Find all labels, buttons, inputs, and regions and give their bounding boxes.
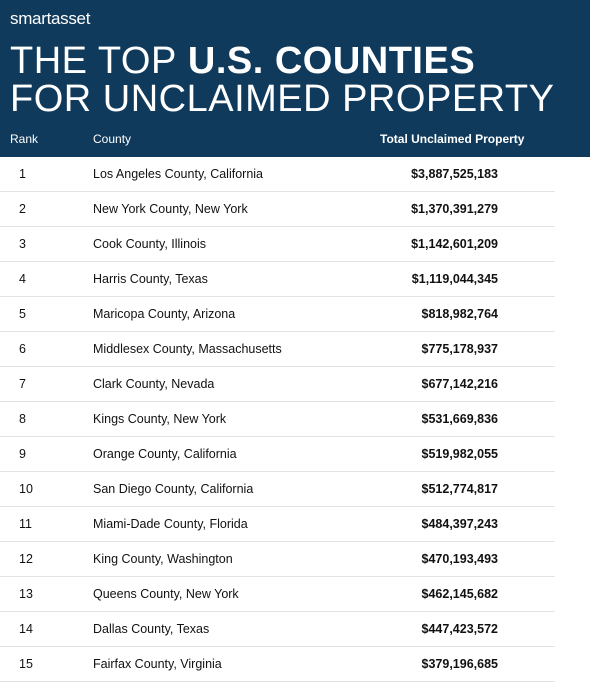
county: Queens County, New York — [93, 587, 239, 601]
amount: $775,178,937 — [421, 342, 498, 356]
table-row: 13 Queens County, New York $462,145,682 — [0, 577, 555, 612]
title-line2: FOR UNCLAIMED PROPERTY — [10, 78, 555, 120]
county: Maricopa County, Arizona — [93, 307, 236, 321]
county: Middlesex County, Massachusetts — [93, 342, 282, 356]
header: smartasset THE TOP U.S. COUNTIES FOR UNC… — [0, 0, 590, 157]
amount: $677,142,216 — [421, 377, 498, 391]
county: Los Angeles County, California — [93, 167, 264, 181]
rank: 13 — [19, 587, 33, 601]
table-row: 3 Cook County, Illinois $1,142,601,209 — [0, 227, 555, 262]
county: Fairfax County, Virginia — [93, 657, 222, 671]
rank: 12 — [19, 552, 33, 566]
county: Miami-Dade County, Florida — [93, 517, 248, 531]
amount: $519,982,055 — [421, 447, 498, 461]
county: Cook County, Illinois — [93, 237, 207, 251]
title-bold: U.S. COUNTIES — [187, 40, 476, 82]
rank: 8 — [19, 412, 26, 426]
amount: $1,370,391,279 — [411, 202, 498, 216]
amount: $1,142,601,209 — [411, 237, 498, 251]
table-row: 12 King County, Washington $470,193,493 — [0, 542, 555, 577]
table-row: 15 Fairfax County, Virginia $379,196,685 — [0, 647, 555, 682]
amount: $1,119,044,345 — [411, 272, 498, 286]
county: Clark County, Nevada — [93, 377, 215, 391]
table-row: 4 Harris County, Texas $1,119,044,345 — [0, 262, 555, 297]
title: THE TOP U.S. COUNTIES — [10, 40, 475, 83]
county: Kings County, New York — [93, 412, 227, 426]
amount: $484,397,243 — [421, 517, 498, 531]
amount: $3,887,525,183 — [411, 167, 498, 181]
column-header: Total Unclaimed Property — [380, 132, 525, 146]
amount: $462,145,682 — [421, 587, 498, 601]
table-row: 7 Clark County, Nevada $677,142,216 — [0, 367, 555, 402]
county: Orange County, California — [93, 447, 237, 461]
logo: smartasset — [10, 9, 91, 28]
county: King County, Washington — [93, 552, 233, 566]
rank: 14 — [19, 622, 33, 636]
rank: 7 — [19, 377, 26, 391]
amount: $818,982,764 — [421, 307, 498, 321]
county: Harris County, Texas — [93, 272, 208, 286]
amount: $447,423,572 — [421, 622, 498, 636]
amount: $531,669,836 — [421, 412, 498, 426]
rank: 5 — [19, 307, 26, 321]
table-row: 2 New York County, New York $1,370,391,279 — [0, 192, 555, 227]
table-row: 6 Middlesex County, Massachusetts $775,178… — [0, 332, 555, 367]
column-header: County — [93, 132, 132, 146]
table-row: 5 Maricopa County, Arizona $818,982,764 — [0, 297, 555, 332]
amount: $379,196,685 — [421, 657, 498, 671]
rank: 11 — [19, 517, 32, 531]
rank: 4 — [19, 272, 26, 286]
county: New York County, New York — [93, 202, 248, 216]
table-row: 8 Kings County, New York $531,669,836 — [0, 402, 555, 437]
county: San Diego County, California — [93, 482, 254, 496]
rank: 15 — [19, 657, 33, 671]
rank: 2 — [19, 202, 26, 216]
table-row: 9 Orange County, California $519,982,055 — [0, 437, 555, 472]
rank: 6 — [19, 342, 26, 356]
title-light: THE TOP — [10, 40, 177, 82]
rank: 9 — [19, 447, 26, 461]
amount: $470,193,493 — [421, 552, 498, 566]
table-row: 10 San Diego County, California $512,774,8… — [0, 472, 555, 507]
table-row: 1 Los Angeles County, California $3,887,52… — [0, 157, 555, 192]
column-header: Rank — [10, 132, 39, 146]
table-row: 14 Dallas County, Texas $447,423,572 — [0, 612, 555, 647]
rank: 10 — [19, 482, 33, 496]
rank: 3 — [19, 237, 26, 251]
county: Dallas County, Texas — [93, 622, 210, 636]
table-row: 11 Miami-Dade County, Florida $484,397,243 — [0, 507, 555, 542]
rank: 1 — [19, 167, 26, 181]
amount: $512,774,817 — [421, 482, 498, 496]
